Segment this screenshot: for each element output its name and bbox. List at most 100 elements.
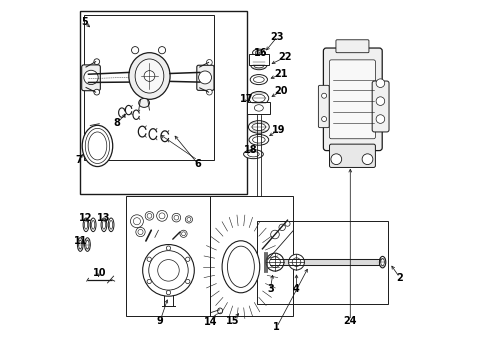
Ellipse shape (135, 59, 163, 93)
Text: 12: 12 (79, 213, 93, 222)
Circle shape (144, 71, 155, 81)
Ellipse shape (90, 218, 96, 231)
Circle shape (278, 224, 285, 230)
Circle shape (136, 227, 145, 237)
Circle shape (172, 213, 180, 222)
Bar (264, 252, 265, 272)
Ellipse shape (248, 91, 268, 105)
Ellipse shape (247, 152, 259, 157)
Ellipse shape (139, 98, 149, 107)
FancyBboxPatch shape (371, 81, 388, 132)
Circle shape (180, 230, 187, 237)
FancyBboxPatch shape (335, 40, 368, 53)
Ellipse shape (84, 238, 90, 251)
Circle shape (375, 115, 384, 123)
Ellipse shape (102, 221, 105, 229)
Circle shape (145, 212, 153, 220)
Ellipse shape (91, 221, 95, 229)
Circle shape (206, 59, 212, 65)
Text: 10: 10 (92, 268, 106, 278)
Circle shape (292, 258, 300, 266)
Text: 16: 16 (253, 48, 267, 58)
Text: 20: 20 (274, 86, 287, 96)
Ellipse shape (108, 218, 114, 231)
Ellipse shape (250, 61, 266, 70)
Circle shape (142, 244, 194, 296)
Circle shape (321, 93, 326, 98)
Circle shape (185, 279, 189, 284)
Circle shape (138, 229, 143, 235)
Circle shape (375, 79, 384, 87)
Circle shape (148, 251, 188, 290)
Ellipse shape (250, 75, 267, 85)
Circle shape (269, 257, 280, 267)
Ellipse shape (77, 238, 83, 251)
FancyBboxPatch shape (329, 144, 375, 167)
FancyBboxPatch shape (247, 102, 270, 114)
Ellipse shape (85, 129, 109, 163)
FancyBboxPatch shape (329, 60, 375, 139)
Circle shape (321, 117, 326, 122)
Bar (257, 221, 387, 304)
Text: 23: 23 (270, 32, 284, 41)
Circle shape (270, 230, 279, 239)
Text: 21: 21 (274, 69, 287, 79)
Circle shape (158, 260, 179, 281)
Ellipse shape (101, 218, 106, 231)
Text: 8: 8 (114, 118, 121, 128)
Ellipse shape (109, 221, 112, 229)
Text: 15: 15 (226, 316, 239, 325)
Circle shape (375, 97, 384, 105)
Bar (210, 196, 292, 316)
Text: 18: 18 (244, 144, 257, 154)
FancyBboxPatch shape (196, 65, 214, 90)
Circle shape (94, 59, 100, 64)
Text: 24: 24 (343, 316, 356, 325)
Ellipse shape (253, 77, 264, 82)
Circle shape (166, 291, 170, 295)
Ellipse shape (248, 121, 269, 133)
Text: 17: 17 (239, 94, 252, 104)
Circle shape (166, 246, 170, 250)
Ellipse shape (252, 49, 264, 56)
Circle shape (198, 71, 211, 84)
Ellipse shape (83, 218, 89, 231)
Circle shape (206, 89, 212, 95)
Text: 2: 2 (396, 273, 402, 283)
Bar (83, 15, 214, 160)
Text: 14: 14 (203, 317, 217, 327)
Ellipse shape (82, 125, 112, 167)
Bar (80, 12, 247, 194)
Ellipse shape (84, 221, 87, 229)
Ellipse shape (253, 63, 264, 68)
Circle shape (265, 253, 284, 271)
Ellipse shape (222, 241, 259, 293)
Circle shape (159, 213, 164, 219)
FancyBboxPatch shape (318, 85, 328, 128)
Bar (265, 252, 266, 272)
Text: 5: 5 (81, 17, 88, 27)
FancyBboxPatch shape (323, 48, 382, 150)
Text: 11: 11 (73, 236, 87, 246)
Circle shape (185, 257, 189, 261)
Ellipse shape (85, 240, 89, 249)
Ellipse shape (243, 150, 263, 159)
Circle shape (133, 218, 140, 225)
Ellipse shape (251, 123, 265, 131)
Circle shape (362, 154, 372, 165)
Circle shape (147, 279, 151, 284)
Text: 13: 13 (97, 213, 110, 222)
Circle shape (131, 46, 139, 54)
Text: 7: 7 (75, 155, 82, 165)
Ellipse shape (252, 136, 264, 143)
Text: 19: 19 (271, 125, 285, 135)
Ellipse shape (252, 94, 264, 102)
Ellipse shape (255, 50, 262, 55)
Ellipse shape (217, 308, 222, 314)
Circle shape (83, 70, 98, 85)
Circle shape (147, 257, 151, 261)
Ellipse shape (88, 132, 106, 160)
Ellipse shape (227, 246, 254, 287)
Text: 3: 3 (266, 284, 273, 294)
Text: 6: 6 (194, 159, 201, 169)
